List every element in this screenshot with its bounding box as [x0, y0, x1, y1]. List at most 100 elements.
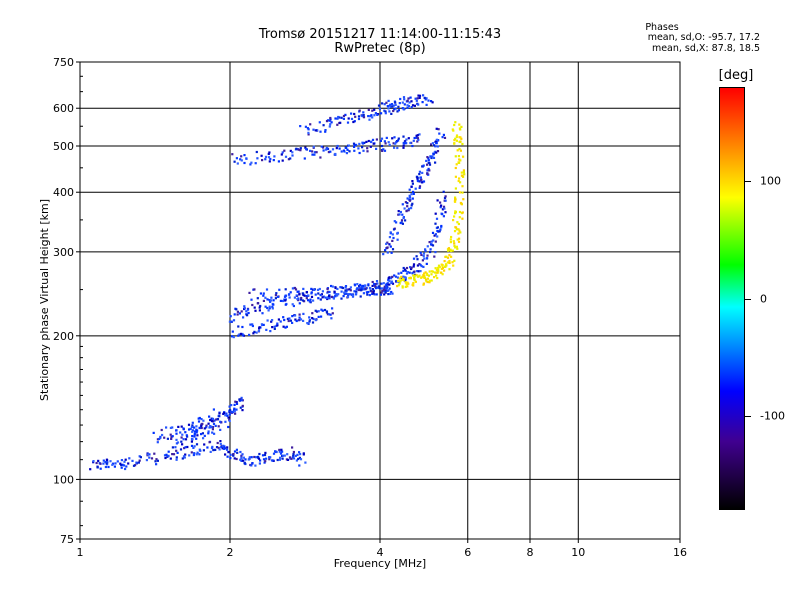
scatter-point [289, 319, 292, 322]
scatter-point [389, 245, 392, 248]
scatter-point [248, 333, 251, 336]
scatter-point [281, 454, 285, 457]
scatter-point [314, 129, 317, 132]
scatter-point [163, 436, 166, 439]
scatter-point [380, 137, 384, 140]
scatter-point [393, 136, 396, 139]
scatter-point [393, 220, 396, 223]
scatter-point [462, 198, 465, 201]
scatter-point [434, 145, 437, 148]
scatter-point [299, 149, 302, 152]
scatter-point [426, 254, 429, 257]
scatter-point [111, 463, 114, 466]
scatter-point [422, 252, 426, 255]
scatter-point [397, 109, 400, 112]
scatter-point [320, 293, 323, 296]
scatter-point [326, 287, 329, 291]
scatter-point [436, 266, 439, 269]
scatter-point [407, 209, 410, 212]
scatter-point [147, 453, 150, 456]
scatter-point [273, 325, 276, 328]
scatter-point [394, 142, 397, 145]
scatter-point [359, 283, 362, 286]
scatter-point [208, 415, 211, 418]
scatter-point [328, 290, 331, 294]
scatter-point [268, 299, 271, 302]
scatter-point [297, 457, 300, 461]
scatter-point [303, 294, 306, 297]
scatter-point [281, 457, 284, 460]
scatter-point [453, 230, 457, 233]
scatter-point [175, 442, 178, 445]
scatter-point [212, 408, 215, 411]
scatter-point [296, 298, 299, 301]
scatter-point [387, 99, 390, 102]
scatter-point [191, 424, 194, 427]
scatter-point [198, 448, 201, 451]
scatter-point [315, 129, 319, 132]
scatter-point [372, 291, 375, 294]
scatter-point [413, 104, 416, 107]
scatter-point [357, 115, 361, 118]
scatter-point [184, 453, 187, 456]
scatter-point [271, 459, 274, 462]
scatter-point [433, 255, 436, 258]
scatter-point [358, 286, 361, 289]
scatter-point [418, 133, 421, 136]
scatter-point [153, 452, 156, 455]
scatter-point [228, 419, 231, 422]
scatter-point [461, 211, 464, 214]
scatter-point [174, 446, 177, 449]
x-tick-label: 2 [227, 546, 234, 559]
scatter-point [435, 138, 438, 141]
scatter-point [360, 286, 363, 289]
scatter-point [261, 159, 264, 162]
scatter-point [138, 459, 141, 462]
scatter-point [240, 155, 243, 158]
scatter-point [431, 155, 434, 158]
scatter-point [338, 147, 341, 150]
scatter-point [412, 190, 415, 193]
scatter-point [330, 317, 333, 320]
scatter-point [431, 231, 435, 234]
scatter-point [442, 190, 445, 193]
scatter-point [418, 263, 421, 266]
scatter-point [185, 434, 188, 437]
scatter-point [241, 404, 244, 407]
scatter-point [207, 432, 210, 435]
scatter-point [385, 283, 388, 286]
scatter-point [456, 247, 459, 250]
scatter-point [292, 450, 295, 454]
scatter-point [425, 280, 428, 283]
scatter-point [344, 285, 348, 288]
scatter-point [305, 148, 308, 151]
scatter-point [355, 143, 358, 146]
scatter-point [135, 461, 138, 464]
scatter-point [372, 292, 375, 295]
scatter-point [337, 115, 340, 119]
scatter-point [193, 452, 196, 455]
scatter-point [461, 142, 464, 146]
scatter-point [352, 120, 355, 124]
scatter-point [232, 453, 235, 456]
scatter-point [327, 151, 330, 154]
scatter-point [260, 154, 263, 157]
scatter-point [401, 285, 404, 288]
scatter-point [253, 455, 256, 459]
scatter-point [443, 269, 446, 272]
scatter-point [278, 448, 281, 451]
scatter-point [376, 113, 379, 116]
scatter-point [402, 144, 405, 147]
scatter-point [436, 199, 439, 202]
scatter-point [272, 159, 275, 162]
scatter-point [406, 205, 409, 208]
scatter-point [219, 440, 222, 443]
scatter-point [241, 332, 244, 336]
scatter-point [410, 106, 413, 109]
scatter-point [443, 207, 446, 210]
scatter-point [384, 110, 387, 113]
scatter-point [352, 142, 356, 145]
scatter-point [458, 123, 461, 126]
scatter-point [336, 287, 339, 290]
